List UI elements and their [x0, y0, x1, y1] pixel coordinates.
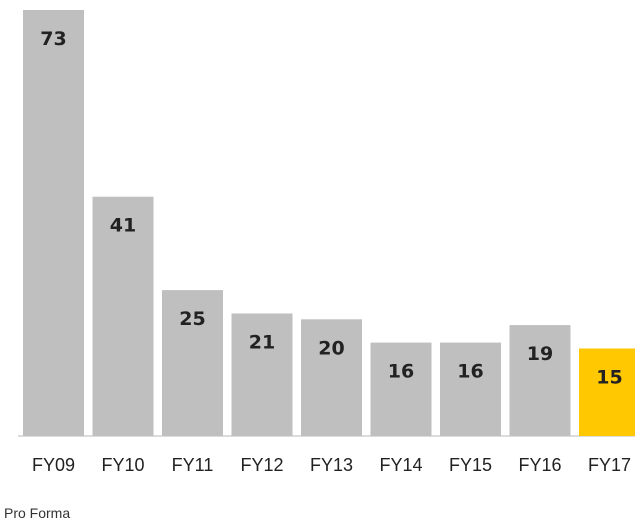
- x-tick-label-fy11: FY11: [172, 455, 214, 475]
- bar-value-label-fy15: 16: [457, 361, 483, 383]
- bar-fy13: [301, 319, 362, 436]
- x-tick-label-fy12: FY12: [240, 455, 283, 475]
- bar-value-label-fy09: 73: [40, 28, 66, 50]
- bar-value-label-fy10: 41: [110, 215, 136, 237]
- x-tick-label-fy13: FY13: [310, 455, 353, 475]
- x-tick-label-fy10: FY10: [101, 455, 144, 475]
- bar-fy17: [579, 348, 635, 436]
- bar-value-label-fy14: 16: [388, 361, 414, 383]
- bar-fy12: [231, 313, 293, 436]
- x-tick-label-fy15: FY15: [449, 455, 492, 475]
- x-tick-label-fy14: FY14: [379, 455, 422, 475]
- x-tick-label-fy17: FY17: [588, 455, 631, 475]
- category-note: Pro Forma: [4, 505, 70, 521]
- bar-fy09: [23, 10, 84, 436]
- bar-value-label-fy16: 19: [527, 343, 553, 365]
- bar-value-label-fy17: 15: [596, 367, 622, 389]
- bar-value-label-fy11: 25: [179, 308, 205, 330]
- x-tick-label-fy16: FY16: [518, 455, 561, 475]
- bar-fy15: [440, 342, 501, 436]
- bars-group: [23, 10, 635, 436]
- bar-fy14: [370, 342, 432, 436]
- x-tick-label-fy09: FY09: [32, 455, 75, 475]
- bar-fy16: [509, 325, 571, 436]
- bar-value-labels: 73 41 25 21 20 16 16 19 15: [40, 28, 622, 389]
- x-tick-labels: FY09 FY10 FY11 FY12 FY13 FY14 FY15 FY16 FY17: [32, 455, 631, 475]
- bar-fy11: [162, 290, 223, 436]
- bar-value-label-fy12: 21: [249, 332, 275, 354]
- bar-fy10: [92, 196, 154, 436]
- bar-value-label-fy13: 20: [318, 337, 344, 359]
